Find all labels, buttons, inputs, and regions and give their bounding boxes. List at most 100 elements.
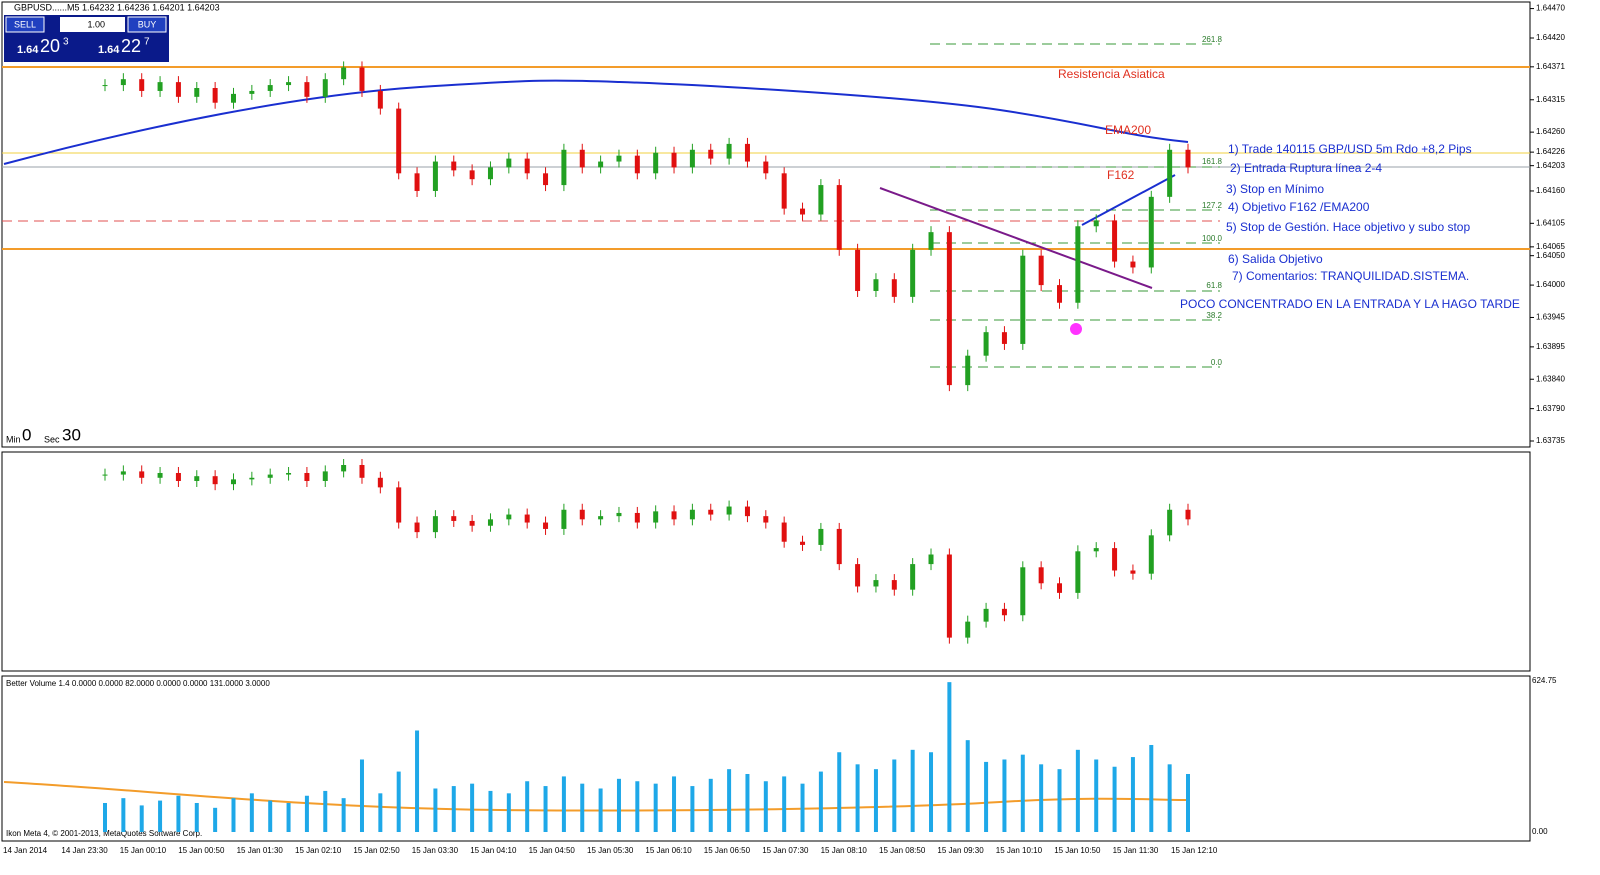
candle-lower xyxy=(598,516,604,520)
volume-bar xyxy=(947,682,952,832)
volume-bar xyxy=(984,761,989,832)
volume-bar xyxy=(929,752,934,832)
candle xyxy=(451,161,457,171)
candle xyxy=(946,232,952,386)
candle-lower xyxy=(818,528,824,545)
candle xyxy=(891,279,897,297)
candle-lower xyxy=(230,479,236,485)
volume-bar xyxy=(1186,773,1190,832)
candle xyxy=(983,332,989,356)
bid-main: 20 xyxy=(40,36,60,56)
candle-lower xyxy=(212,476,218,485)
second-panel xyxy=(1,451,1531,672)
volume-bar xyxy=(176,795,181,832)
time-label: 15 Jan 01:30 xyxy=(237,846,284,855)
candle-lower xyxy=(469,520,475,526)
lot-value: 1.00 xyxy=(87,19,105,29)
main-panel xyxy=(1,1,1531,448)
buy-button[interactable] xyxy=(127,16,167,33)
candle xyxy=(579,149,585,168)
fibo-label: 127.2 xyxy=(1202,201,1223,210)
candle xyxy=(616,155,622,162)
candle xyxy=(230,93,236,103)
volume-bar xyxy=(451,786,456,832)
candle-lower xyxy=(1038,567,1044,584)
candle-lower xyxy=(120,471,126,475)
volume-bar xyxy=(433,788,438,832)
candle-lower xyxy=(965,621,971,638)
volume-bar xyxy=(800,783,805,832)
price-label: 1.64315 xyxy=(1536,95,1565,104)
note: 7) Comentarios: TRANQUILIDAD.SISTEMA. xyxy=(1232,269,1469,283)
candle xyxy=(671,152,677,168)
fibo-label: 100.0 xyxy=(1202,234,1223,243)
candle-lower xyxy=(1148,535,1154,574)
price-label: 1.63895 xyxy=(1536,342,1565,351)
candle xyxy=(965,355,971,386)
candle-lower xyxy=(653,511,659,523)
candle xyxy=(487,167,493,180)
candle-lower xyxy=(175,472,181,481)
note: 1) Trade 140115 GBP/USD 5m Rdo +8,2 Pips xyxy=(1228,142,1472,156)
candle xyxy=(1075,226,1081,303)
lot-input[interactable] xyxy=(60,17,125,32)
volume-bar xyxy=(268,800,273,832)
sell-button[interactable] xyxy=(5,16,45,33)
candle xyxy=(910,249,916,297)
volume-bar xyxy=(543,786,548,832)
volume-bar xyxy=(873,769,878,832)
volume-bar xyxy=(1112,766,1117,832)
candle xyxy=(1057,285,1063,303)
candle xyxy=(873,279,879,291)
volume-bar xyxy=(121,798,126,832)
candle xyxy=(267,85,273,91)
price-label: 1.63945 xyxy=(1536,313,1565,322)
candle xyxy=(359,67,365,91)
breakout-line xyxy=(1081,174,1176,226)
buy-label: BUY xyxy=(138,19,157,29)
volume-bar xyxy=(103,802,107,832)
candle xyxy=(1020,255,1026,344)
candle-lower xyxy=(689,509,695,520)
volume-bar xyxy=(1149,744,1154,832)
time-label: 14 Jan 23:30 xyxy=(61,846,108,855)
volume-zero-label: 0.00 xyxy=(1532,827,1548,836)
candle-lower xyxy=(910,564,916,590)
price-label: 1.64000 xyxy=(1536,280,1565,289)
candle-lower xyxy=(763,516,769,523)
volume-bar xyxy=(525,781,530,832)
time-label: 15 Jan 10:10 xyxy=(996,846,1043,855)
candle-lower xyxy=(1093,548,1099,552)
volume-bar xyxy=(1075,749,1080,832)
candle-lower xyxy=(359,465,365,478)
time-label: 15 Jan 12:10 xyxy=(1171,846,1218,855)
bid-big: 1.64 xyxy=(17,44,39,56)
time-label: 15 Jan 00:50 xyxy=(178,846,225,855)
candle-lower xyxy=(414,522,420,533)
bid-small: 3 xyxy=(63,37,69,48)
remark: POCO CONCENTRADO EN LA ENTRADA Y LA HAGO… xyxy=(1180,297,1520,311)
candle-lower xyxy=(1020,567,1026,616)
volume-bar xyxy=(745,773,750,832)
min-value: 0 xyxy=(22,425,31,444)
ema-label: EMA200 xyxy=(1105,123,1151,137)
volume-bar xyxy=(1039,764,1044,832)
candle-lower xyxy=(524,514,530,523)
candle-lower xyxy=(451,516,457,521)
volume-bar xyxy=(690,786,695,832)
candle-lower xyxy=(487,519,493,526)
candle-lower xyxy=(139,471,145,478)
candle xyxy=(506,158,512,168)
note: 2) Entrada Ruptura línea 2-4 xyxy=(1230,161,1382,175)
candle-lower xyxy=(506,514,512,520)
volume-header: Better Volume 1.4 0.0000 0.0000 82.0000 … xyxy=(6,679,270,688)
volume-bar xyxy=(598,788,603,832)
fibo-label: 61.8 xyxy=(1206,281,1222,290)
volume-bar xyxy=(1094,759,1099,832)
symbol-line: GBPUSD......M5 1.64232 1.64236 1.64201 1… xyxy=(14,2,220,12)
volume-bar xyxy=(1020,754,1025,832)
candle-lower xyxy=(157,472,163,478)
volume-bar xyxy=(1002,759,1007,832)
